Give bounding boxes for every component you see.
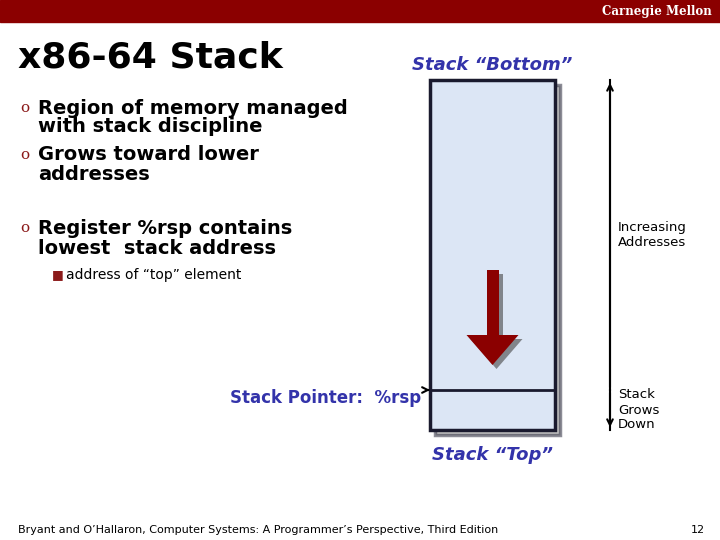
Text: o: o bbox=[20, 221, 29, 235]
Text: Region of memory managed: Region of memory managed bbox=[38, 98, 348, 118]
Polygon shape bbox=[490, 274, 503, 339]
Text: address of “top” element: address of “top” element bbox=[66, 268, 241, 282]
Text: Stack
Grows
Down: Stack Grows Down bbox=[618, 388, 660, 431]
Text: o: o bbox=[20, 148, 29, 162]
Text: ■: ■ bbox=[52, 268, 64, 281]
Text: Stack “Bottom”: Stack “Bottom” bbox=[413, 56, 572, 74]
Text: o: o bbox=[20, 101, 29, 115]
Polygon shape bbox=[487, 270, 498, 335]
Text: Stack Pointer:  %rsp: Stack Pointer: %rsp bbox=[230, 389, 421, 407]
Bar bbox=[0, 0, 720, 22]
Text: Grows toward lower: Grows toward lower bbox=[38, 145, 259, 165]
Text: Carnegie Mellon: Carnegie Mellon bbox=[602, 4, 712, 17]
Text: Stack “Top”: Stack “Top” bbox=[432, 446, 553, 464]
Text: lowest  stack address: lowest stack address bbox=[38, 239, 276, 258]
Text: Bryant and O’Hallaron, Computer Systems: A Programmer’s Perspective, Third Editi: Bryant and O’Hallaron, Computer Systems:… bbox=[18, 525, 498, 535]
Text: x86-64 Stack: x86-64 Stack bbox=[18, 41, 283, 75]
Bar bbox=[430, 80, 555, 430]
Text: Register %rsp contains: Register %rsp contains bbox=[38, 219, 292, 238]
Text: 12: 12 bbox=[691, 525, 705, 535]
Polygon shape bbox=[470, 339, 523, 369]
Polygon shape bbox=[467, 335, 518, 365]
Bar bbox=[435, 85, 560, 435]
Text: addresses: addresses bbox=[38, 165, 150, 184]
Text: Increasing
Addresses: Increasing Addresses bbox=[618, 221, 687, 249]
Text: with stack discipline: with stack discipline bbox=[38, 118, 263, 137]
